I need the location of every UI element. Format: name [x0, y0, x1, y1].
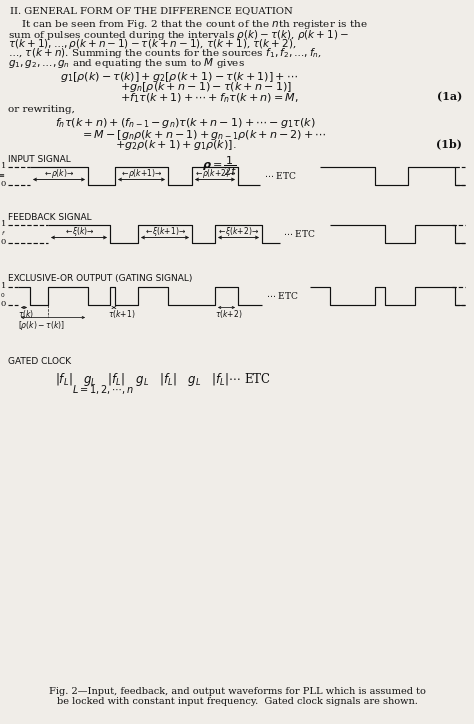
Text: (1b): (1b) [436, 138, 462, 149]
Text: $+ g_n[\rho(k + n - 1) - \tau(k + n - 1)]$: $+ g_n[\rho(k + n - 1) - \tau(k + n - 1)… [120, 80, 292, 95]
Text: $\tau(k)$: $\tau(k)$ [18, 308, 34, 321]
Text: $\leftarrow\!\rho(k)\!\rightarrow$: $\leftarrow\!\rho(k)\!\rightarrow$ [43, 167, 75, 180]
Text: 0: 0 [1, 300, 6, 308]
Text: $\ldots$, $\tau(k + n)$. Summing the counts for the sources $f_1, f_2, \ldots, f: $\ldots$, $\tau(k + n)$. Summing the cou… [8, 46, 322, 61]
Text: 1: 1 [0, 282, 6, 290]
Text: II. GENERAL FORM OF THE DIFFERENCE EQUATION: II. GENERAL FORM OF THE DIFFERENCE EQUAT… [10, 6, 293, 15]
Text: $|f_L|\quad g_L \quad |f_L| \quad g_L \quad |f_L| \quad g_L \quad |f_L| \cdots$ : $|f_L|\quad g_L \quad |f_L| \quad g_L \q… [55, 371, 271, 387]
Text: INPUT SIGNAL: INPUT SIGNAL [8, 154, 71, 164]
Text: $f_n\tau(k + n) + (f_{n-1} - g_n)\tau(k + n - 1) + \cdots - g_1\tau(k)$: $f_n\tau(k + n) + (f_{n-1} - g_n)\tau(k … [55, 117, 316, 130]
Text: $\equiv$: $\equiv$ [0, 172, 6, 180]
Text: $\tau(k{+}2)$: $\tau(k{+}2)$ [215, 308, 243, 321]
Text: FEEDBACK SIGNAL: FEEDBACK SIGNAL [8, 213, 91, 222]
Text: $\cdots$ ETC: $\cdots$ ETC [264, 170, 297, 181]
Text: $\boldsymbol{\rho} = \dfrac{1}{2f}$: $\boldsymbol{\rho} = \dfrac{1}{2f}$ [202, 154, 238, 178]
Text: 0: 0 [1, 180, 6, 188]
Text: EXCLUSIVE-OR OUTPUT (GATING SIGNAL): EXCLUSIVE-OR OUTPUT (GATING SIGNAL) [8, 274, 192, 284]
Text: $\leftarrow\!\xi(k{+}1)\!\rightarrow$: $\leftarrow\!\xi(k{+}1)\!\rightarrow$ [144, 224, 186, 237]
Text: GATED CLOCK: GATED CLOCK [8, 356, 71, 366]
Text: Fig. 2—Input, feedback, and output waveforms for PLL which is assumed to: Fig. 2—Input, feedback, and output wavef… [48, 687, 426, 696]
Text: $\equiv_f$: $\equiv_f$ [0, 229, 6, 238]
Text: sum of pulses counted during the intervals $\rho(k) - \tau(k)$, $\rho(k + 1) -$: sum of pulses counted during the interva… [8, 28, 349, 41]
Text: $\leftarrow\!\rho(k{+}2)\!\rightarrow$: $\leftarrow\!\rho(k{+}2)\!\rightarrow$ [193, 167, 237, 180]
Text: $+ g_2\rho(k + 1) + g_1\rho(k)].$: $+ g_2\rho(k + 1) + g_1\rho(k)].$ [115, 138, 237, 153]
Text: $g_1, g_2, \ldots, g_n$ and equating the sum to $M$ gives: $g_1, g_2, \ldots, g_n$ and equating the… [8, 56, 245, 70]
Text: 1: 1 [0, 221, 6, 229]
Text: (1a): (1a) [437, 91, 462, 103]
Text: $\cdots$ ETC: $\cdots$ ETC [283, 228, 316, 239]
Text: $\leftarrow\!\xi(k)\!\rightarrow$: $\leftarrow\!\xi(k)\!\rightarrow$ [64, 224, 94, 237]
Text: $+ f_1\tau(k + 1) + \cdots + f_n\tau(k + n) = M,$: $+ f_1\tau(k + 1) + \cdots + f_n\tau(k +… [120, 91, 299, 105]
Text: $[\rho(k) - \tau(k)]$: $[\rho(k) - \tau(k)]$ [18, 319, 65, 332]
Text: It can be seen from Fig. 2 that the count of the $n$th register is the: It can be seen from Fig. 2 that the coun… [8, 18, 368, 31]
Text: 0: 0 [1, 238, 6, 246]
Text: $\equiv_0$: $\equiv_0$ [0, 291, 6, 300]
Text: $\leftarrow\!\xi(k{+}2)\!\rightarrow$: $\leftarrow\!\xi(k{+}2)\!\rightarrow$ [217, 224, 259, 237]
Text: $g_1[\rho(k) - \tau(k)] + g_2[\rho(k + 1) - \tau(k + 1)] + \cdots$: $g_1[\rho(k) - \tau(k)] + g_2[\rho(k + 1… [60, 70, 298, 83]
Text: $L = 1, 2, \cdots, n$: $L = 1, 2, \cdots, n$ [72, 384, 134, 397]
Text: $\cdots$ ETC: $\cdots$ ETC [266, 290, 299, 301]
Text: or rewriting,: or rewriting, [8, 104, 75, 114]
Text: $= M - [g_n\rho(k + n - 1) + g_{n-1}\rho(k + n - 2) + \cdots$: $= M - [g_n\rho(k + n - 1) + g_{n-1}\rho… [80, 127, 327, 141]
Text: 1: 1 [0, 162, 6, 170]
Text: $\tau(k{+}1)$: $\tau(k{+}1)$ [108, 308, 136, 321]
Text: $\leftarrow\!\rho(k{+}1)\!\rightarrow$: $\leftarrow\!\rho(k{+}1)\!\rightarrow$ [119, 167, 163, 180]
Text: be locked with constant input frequency.  Gated clock signals are shown.: be locked with constant input frequency.… [56, 697, 418, 706]
Text: $\tau(k + 1), \ldots, \rho(k + n - 1) - \tau(k + n - 1)$, $\tau(k + 1)$, $\tau(k: $\tau(k + 1), \ldots, \rho(k + n - 1) - … [8, 37, 297, 51]
